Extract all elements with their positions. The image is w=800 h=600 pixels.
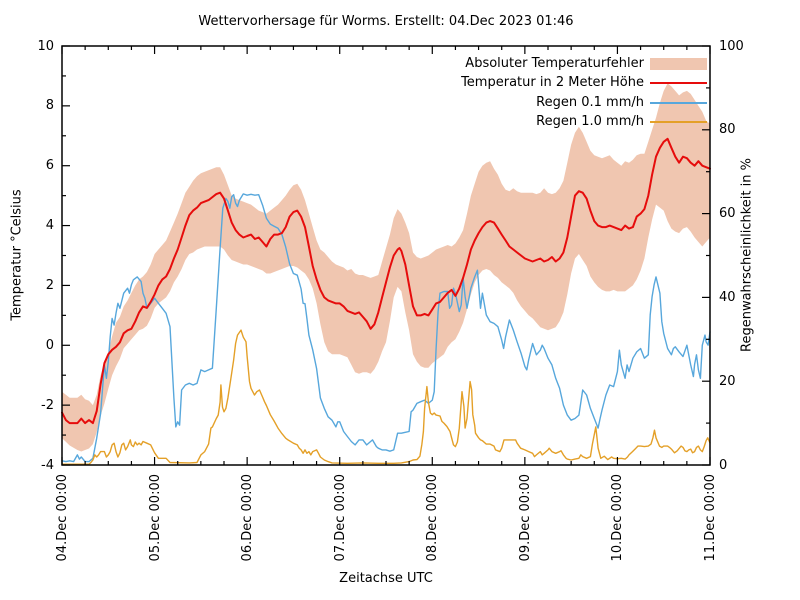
- legend-swatch-line: [650, 115, 707, 129]
- chart-title: Wettervorhersage für Worms. Erstellt: 04…: [198, 14, 574, 29]
- rain10-line: [61, 329, 711, 465]
- legend-label: Regen 1.0 mm/h: [536, 113, 644, 129]
- y-left-tick-label: -2: [41, 397, 54, 413]
- error-band: [62, 83, 710, 452]
- y-left-tick-label: 10: [37, 38, 54, 54]
- legend-item-rain10: Regen 1.0 mm/h: [536, 113, 707, 129]
- x-tick-label: 04.Dec 00:00: [55, 474, 70, 562]
- line-swatch: [650, 82, 707, 85]
- line-swatch: [650, 120, 707, 123]
- y-left-tick-label: -4: [41, 457, 54, 473]
- y-right-tick-label: 80: [719, 122, 736, 138]
- y-left-tick-label: 0: [45, 337, 54, 353]
- y-left-tick-label: 2: [45, 277, 54, 293]
- band-swatch: [650, 58, 707, 70]
- line-swatch: [650, 101, 707, 104]
- y-right-tick-label: 40: [719, 289, 736, 305]
- legend-item-temperature: Temperatur in 2 Meter Höhe: [461, 76, 707, 90]
- x-tick-label: 07.Dec 00:00: [332, 474, 348, 562]
- y-right-tick-label: 0: [719, 457, 728, 473]
- x-tick-label: 09.Dec 00:00: [517, 474, 533, 562]
- rain01-line: [61, 193, 711, 463]
- x-tick-label: 08.Dec 00:00: [425, 474, 441, 562]
- y-left-tick-label: 6: [45, 158, 54, 174]
- x-tick-label: 11.Dec 00:00: [703, 474, 718, 562]
- legend-swatch-line: [650, 76, 707, 90]
- legend-label: Absoluter Temperaturfehler: [465, 56, 644, 71]
- legend-label: Regen 0.1 mm/h: [536, 94, 644, 110]
- x-tick-label: 06.Dec 00:00: [240, 474, 256, 562]
- legend-label: Temperatur in 2 Meter Höhe: [461, 75, 644, 91]
- y-right-tick-label: 100: [719, 38, 744, 54]
- legend-item-rain01: Regen 0.1 mm/h: [536, 94, 707, 110]
- x-axis-label: Zeitachse UTC: [339, 571, 433, 586]
- x-tick-label: 10.Dec 00:00: [610, 474, 626, 562]
- y-right-tick-label: 20: [719, 373, 736, 389]
- legend-swatch-line: [650, 96, 707, 110]
- y-left-tick-label: 4: [45, 218, 54, 234]
- temperature-line: [61, 137, 711, 425]
- y-left-tick-label: 8: [45, 98, 54, 114]
- legend-item-band: Absoluter Temperaturfehler: [465, 57, 707, 71]
- y-right-tick-label: 60: [719, 206, 736, 222]
- legend-swatch-band: [650, 57, 707, 71]
- x-tick-label: 05.Dec 00:00: [147, 474, 163, 562]
